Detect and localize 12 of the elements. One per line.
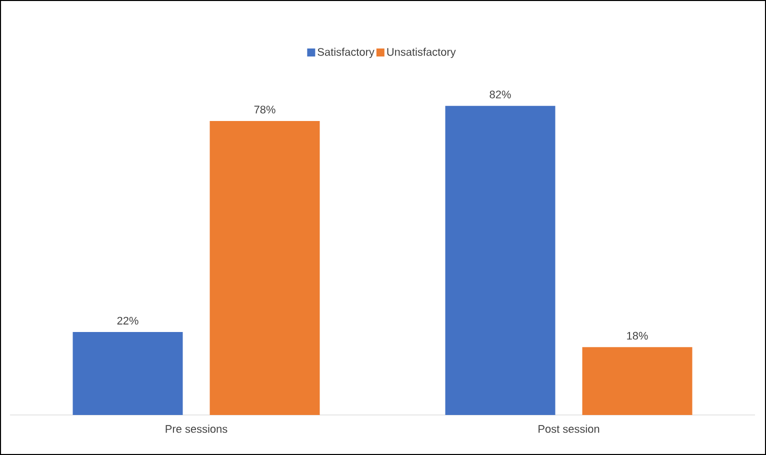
bar: [445, 106, 556, 415]
legend-label: Satisfactory: [318, 48, 374, 58]
bar: [582, 347, 692, 415]
data-label: 22%: [117, 316, 138, 325]
data-label: 78%: [254, 106, 276, 114]
x-tick-label: Pre sessions: [166, 424, 228, 433]
x-tick-label: Post session: [538, 424, 600, 433]
data-label: 82%: [490, 90, 511, 98]
legend-label: Unsatisfactory: [387, 48, 456, 58]
data-label: 18%: [627, 332, 648, 340]
bar: [72, 332, 183, 415]
bar: [210, 120, 320, 415]
